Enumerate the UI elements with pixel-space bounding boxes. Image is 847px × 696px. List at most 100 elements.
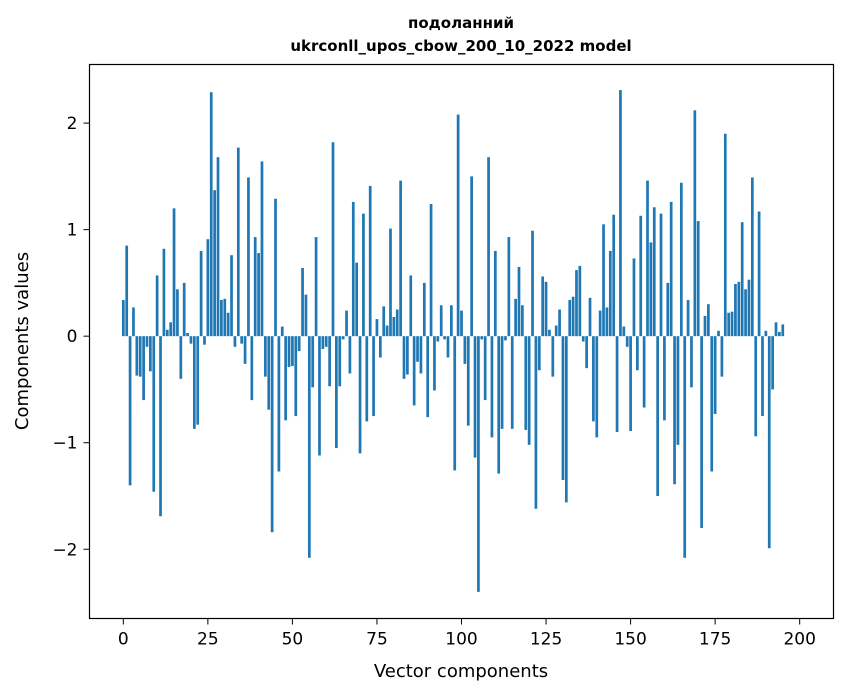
bar-48 <box>284 336 287 421</box>
bar-113 <box>504 336 507 341</box>
bar-131 <box>564 336 568 503</box>
x-tick-label: 0 <box>118 630 129 650</box>
bar-96 <box>446 336 450 358</box>
bar-17 <box>179 336 183 379</box>
bar-61 <box>328 336 331 387</box>
bar-174 <box>710 336 714 472</box>
bar-148 <box>622 326 626 337</box>
bar-13 <box>165 329 169 337</box>
bar-134 <box>575 270 578 337</box>
y-tick-label: −2 <box>52 540 77 560</box>
bar-12 <box>162 248 166 337</box>
bar-71 <box>362 213 365 337</box>
bar-66 <box>345 310 348 337</box>
bar-192 <box>771 336 774 390</box>
bar-23 <box>199 250 203 337</box>
bar-95 <box>443 336 446 340</box>
bar-172 <box>703 315 707 337</box>
bar-42 <box>264 336 267 377</box>
bar-159 <box>659 213 663 337</box>
bar-19 <box>186 332 189 337</box>
bar-156 <box>649 242 653 337</box>
bar-59 <box>321 336 325 349</box>
bar-98 <box>453 336 457 471</box>
x-tick-label: 100 <box>445 630 477 650</box>
bar-123 <box>537 336 541 371</box>
bar-177 <box>720 336 724 377</box>
bar-130 <box>561 336 565 480</box>
x-tick-label: 175 <box>699 630 731 650</box>
bar-93 <box>436 336 440 342</box>
bar-45 <box>274 198 277 337</box>
bar-101 <box>463 336 467 364</box>
bar-114 <box>507 237 511 337</box>
bar-162 <box>669 201 673 337</box>
bar-49 <box>287 336 291 368</box>
bar-36 <box>243 336 247 364</box>
bar-117 <box>517 266 521 337</box>
bar-135 <box>578 265 582 337</box>
bar-167 <box>686 299 690 337</box>
bar-128 <box>554 325 558 337</box>
bar-166 <box>683 336 687 558</box>
bar-169 <box>693 110 697 337</box>
bar-83 <box>402 336 406 379</box>
bar-67 <box>348 336 352 374</box>
bar-3 <box>132 307 135 337</box>
bar-184 <box>744 289 747 337</box>
bar-50 <box>291 336 294 366</box>
bar-65 <box>341 336 345 340</box>
bar-180 <box>730 311 734 337</box>
bar-119 <box>524 336 528 430</box>
bar-2 <box>128 336 132 486</box>
bar-85 <box>409 275 413 337</box>
bar-136 <box>581 336 585 342</box>
bar-41 <box>260 161 264 337</box>
bar-170 <box>696 221 700 337</box>
bar-22 <box>196 336 200 425</box>
bar-77 <box>382 306 386 337</box>
bar-86 <box>412 336 416 406</box>
y-tick-label: −1 <box>52 434 77 454</box>
bar-38 <box>250 336 254 401</box>
bar-191 <box>767 336 771 549</box>
bar-40 <box>257 253 260 337</box>
x-tick-label: 75 <box>366 630 388 650</box>
bar-132 <box>568 299 572 337</box>
bar-94 <box>439 305 443 337</box>
bar-43 <box>267 336 271 410</box>
bar-187 <box>754 336 758 437</box>
bar-102 <box>466 336 470 426</box>
bar-105 <box>477 336 480 592</box>
bar-164 <box>676 336 680 445</box>
bar-188 <box>757 211 761 337</box>
bar-88 <box>419 336 423 374</box>
x-axis-ticks: 0 25 50 75 100 125 150 175 200 <box>118 618 816 650</box>
bar-29 <box>220 299 223 337</box>
bar-76 <box>378 336 382 358</box>
bar-6 <box>142 336 145 401</box>
bar-139 <box>592 336 595 422</box>
bar-30 <box>223 298 227 337</box>
y-tick-label: 1 <box>67 221 78 241</box>
bar-193 <box>774 322 778 337</box>
bar-24 <box>203 336 206 345</box>
bar-1 <box>125 245 129 337</box>
bar-194 <box>778 331 781 337</box>
bar-56 <box>311 336 315 388</box>
bar-165 <box>679 182 683 337</box>
bar-26 <box>209 92 213 337</box>
bar-161 <box>666 282 670 337</box>
bar-55 <box>307 336 311 558</box>
bar-145 <box>612 214 616 337</box>
bar-186 <box>750 177 754 337</box>
bar-68 <box>351 201 355 337</box>
bar-173 <box>707 304 710 337</box>
bar-112 <box>500 336 504 429</box>
bar-142 <box>602 224 605 337</box>
bar-133 <box>571 296 575 337</box>
bar-154 <box>642 336 646 408</box>
bar-141 <box>598 310 602 337</box>
